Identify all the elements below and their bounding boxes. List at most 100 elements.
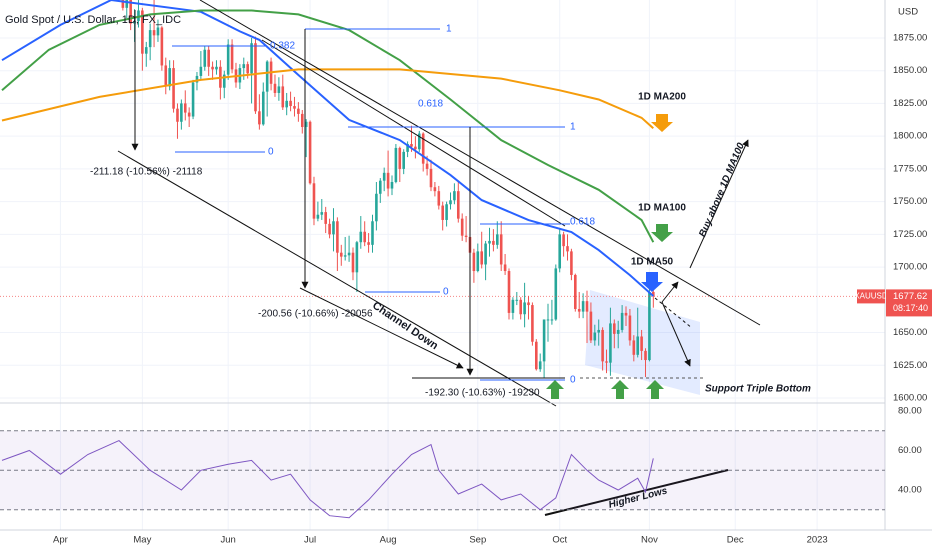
- candle-body: [581, 301, 585, 312]
- candle-body: [628, 315, 632, 341]
- y-tick-label: 1750.00: [893, 196, 927, 207]
- candle-body: [496, 234, 499, 245]
- projection-arrow: [661, 301, 691, 367]
- candle-body: [425, 163, 429, 169]
- candle-body: [172, 68, 175, 109]
- candle-body: [289, 100, 292, 107]
- x-tick-label: Oct: [552, 535, 567, 546]
- candle-body: [511, 299, 515, 313]
- candle-body: [527, 302, 530, 306]
- price-label: 1677.62: [893, 291, 927, 302]
- y-tick-label: 1825.00: [893, 98, 927, 109]
- breakout-arrow: [689, 139, 749, 269]
- candle-body: [363, 231, 366, 243]
- candle-body: [324, 212, 327, 224]
- candle-body: [546, 319, 550, 321]
- moving-average: [1, 9, 655, 243]
- annotation: 0.618: [418, 99, 443, 110]
- candle-body: [148, 30, 152, 48]
- unit-label: USD: [898, 7, 918, 18]
- annotation: 0.618: [570, 217, 595, 228]
- axes: USD 1875.00 1850.00 1825.00 1800.00 1775.00 1…: [53, 7, 932, 546]
- candle-body: [343, 255, 347, 257]
- ma50-arrow: [641, 272, 663, 292]
- candle-body: [554, 268, 558, 320]
- candle-body: [410, 144, 413, 147]
- bottom-arrow: [546, 380, 564, 399]
- candle-body: [328, 223, 331, 235]
- projection: [654, 297, 693, 329]
- grid: [0, 0, 885, 530]
- candle-body: [515, 299, 519, 301]
- candle-body: [624, 312, 628, 316]
- y-tick-label: 1800.00: [893, 131, 927, 142]
- price-tag: [886, 289, 932, 317]
- annotation: 0: [570, 375, 576, 386]
- candle-body: [277, 86, 281, 93]
- candle-body: [574, 274, 577, 309]
- x-tick-label: Sep: [469, 535, 486, 546]
- rsi-panel: [0, 430, 885, 519]
- candle-body: [355, 242, 359, 273]
- candle-body: [550, 319, 554, 321]
- candle-body: [456, 191, 460, 219]
- candle-body: [472, 252, 476, 272]
- candle-body: [492, 240, 495, 245]
- moving-average: [1, 0, 654, 297]
- annotation: 0: [443, 287, 449, 298]
- candle-body: [297, 108, 300, 114]
- arrow: [299, 287, 464, 369]
- y-tick-label: 1775.00: [893, 163, 927, 174]
- moving-average: [1, 68, 654, 130]
- candle-body: [421, 133, 425, 164]
- channel-upper: [199, 0, 761, 326]
- ma200-arrow: [651, 114, 673, 132]
- candle-body: [222, 74, 226, 88]
- candle-body: [183, 103, 187, 113]
- candle-body: [246, 64, 249, 74]
- candle-body: [429, 168, 433, 188]
- y-tick-label: 1850.00: [893, 65, 927, 76]
- candle-body: [484, 243, 487, 265]
- candle-body: [441, 205, 444, 220]
- x-tick-label: Dec: [727, 535, 744, 546]
- x-tick-label: May: [133, 535, 151, 546]
- candle-body: [417, 133, 421, 150]
- y-tick-label: 1600.00: [893, 393, 927, 404]
- candle-body: [339, 252, 343, 257]
- x-tick-label: Nov: [641, 535, 658, 546]
- candle-body: [507, 271, 511, 313]
- candle-body: [359, 231, 363, 243]
- rsi-line: [1, 440, 654, 519]
- candle-body: [312, 183, 316, 219]
- candle-body: [386, 172, 390, 189]
- candle-body: [476, 251, 480, 272]
- candle-body: [562, 234, 565, 247]
- candle-body: [316, 214, 320, 219]
- candle-body: [207, 49, 210, 67]
- ma-label: 1D MA100: [638, 203, 686, 214]
- candle-body: [402, 151, 405, 169]
- y-tick-label: 1725.00: [893, 229, 927, 240]
- candle-body: [156, 27, 160, 36]
- symbol-tag: [857, 289, 885, 304]
- candle-body: [285, 100, 288, 108]
- candle-body: [601, 329, 604, 362]
- candle-body: [597, 329, 601, 333]
- candle-body: [261, 91, 265, 125]
- candle-body: [593, 332, 597, 341]
- candle-body: [382, 172, 386, 181]
- candle-body: [160, 27, 164, 66]
- candle-body: [636, 336, 640, 355]
- candle-body: [406, 144, 409, 152]
- candle-body: [577, 308, 581, 312]
- candle-body: [176, 108, 179, 122]
- bottom-arrow: [611, 380, 629, 399]
- candle-body: [300, 113, 304, 128]
- annotation: 1: [446, 24, 452, 35]
- rsi-tick-label: 60.00: [898, 445, 922, 456]
- candle-body: [390, 181, 394, 189]
- candle-body: [535, 341, 538, 370]
- candles: [0, 0, 885, 379]
- candle-body: [211, 66, 214, 70]
